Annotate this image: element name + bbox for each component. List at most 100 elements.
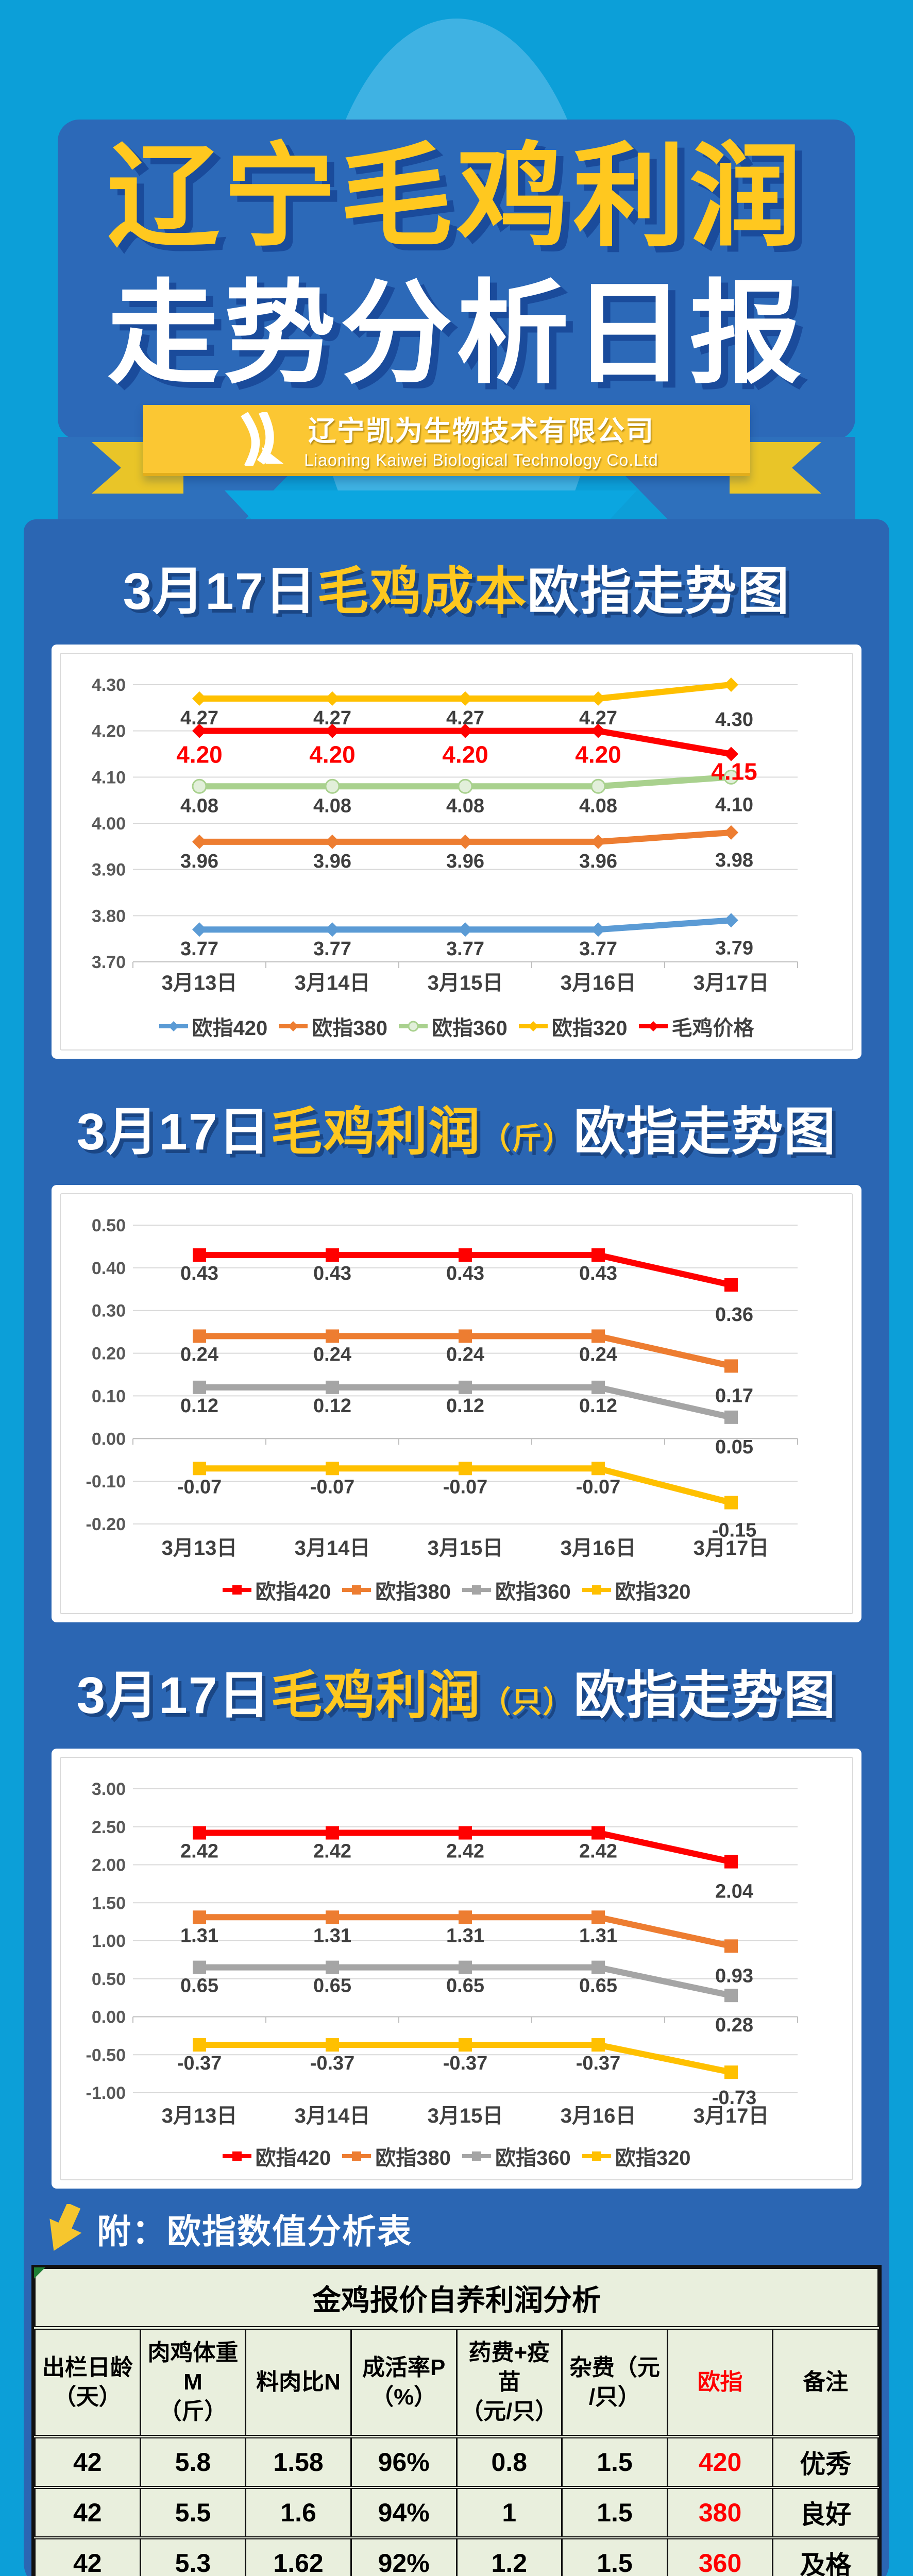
svg-text:4.00: 4.00 (92, 814, 126, 834)
svg-text:0.65: 0.65 (180, 1975, 218, 1997)
legend-item: 欧指360 (462, 1575, 571, 1605)
svg-text:0.65: 0.65 (579, 1975, 617, 1997)
svg-text:-0.07: -0.07 (310, 1476, 355, 1498)
svg-text:0.12: 0.12 (313, 1395, 351, 1417)
legend-marker-icon (342, 1585, 371, 1595)
svg-text:3.70: 3.70 (92, 953, 126, 972)
table-cell: 1.5 (561, 2486, 668, 2539)
legend-marker-icon (222, 2151, 251, 2161)
company-banner: 辽宁凯为生物技术有限公司 Liaoning Kaiwei Biological … (143, 405, 750, 476)
section-title-profit-jin: 3月17日毛鸡利润（斤）欧指走势图 (24, 1090, 889, 1164)
svg-text:0.50: 0.50 (92, 1970, 126, 1989)
table-cell: 及格 (772, 2537, 879, 2576)
svg-text:-0.07: -0.07 (576, 1476, 621, 1498)
svg-text:4.30: 4.30 (92, 675, 126, 695)
svg-text:-0.10: -0.10 (86, 1472, 126, 1492)
svg-text:3.77: 3.77 (180, 938, 218, 960)
svg-text:4.20: 4.20 (442, 741, 488, 768)
svg-text:3.00: 3.00 (92, 1780, 126, 1799)
section-title-part: （只） (481, 1685, 574, 1719)
section-title-profit-bird: 3月17日毛鸡利润（只）欧指走势图 (24, 1653, 889, 1728)
legend-item: 欧指420 (222, 2141, 331, 2171)
svg-text:3月14日: 3月14日 (295, 1537, 370, 1560)
svg-text:-0.37: -0.37 (310, 2053, 355, 2074)
section-title-part: 毛鸡利润 (270, 1667, 481, 1724)
svg-text:0.12: 0.12 (579, 1395, 617, 1417)
svg-text:3月13日: 3月13日 (162, 1537, 238, 1560)
svg-text:3月17日: 3月17日 (694, 972, 769, 994)
chart-frame-profit-bird: 3.00 2.50 2.00 1.50 1.00 0.50 0.00 -0.50 -1.00 3月… (60, 1757, 853, 2180)
svg-text:3月14日: 3月14日 (295, 972, 370, 994)
cost-trend-chart: 4.30 4.20 4.10 4.00 3.90 3.80 3.70 3月13日 3月14日 3月… (92, 675, 798, 994)
svg-text:4.08: 4.08 (313, 795, 351, 817)
page-title-line1: 辽宁毛鸡利润 (107, 134, 806, 260)
svg-text:0.12: 0.12 (180, 1395, 218, 1417)
cost-chart-legend: 欧指420 欧指380 欧指360 欧指320 毛鸡价格 (61, 1009, 852, 1049)
svg-text:3月13日: 3月13日 (162, 972, 238, 994)
svg-text:0.65: 0.65 (446, 1975, 484, 1997)
table-cell: 5.3 (139, 2537, 247, 2576)
svg-text:4.20: 4.20 (176, 741, 223, 768)
legend-marker-icon (342, 2151, 371, 2161)
svg-text:2.42: 2.42 (446, 1841, 484, 1862)
table-cell: 360 (666, 2537, 774, 2576)
table-row: 42 5.8 1.58 96% 0.8 1.5 420 优秀 (34, 2435, 879, 2489)
table-title: 金鸡报价自养利润分析 (34, 2267, 879, 2330)
svg-text:3.96: 3.96 (313, 851, 351, 872)
table-cell: 1.62 (245, 2537, 352, 2576)
svg-text:3.96: 3.96 (180, 851, 218, 872)
svg-text:4.08: 4.08 (180, 795, 218, 817)
legend-item: 欧指320 (518, 1011, 628, 1041)
company-logo-foot (262, 447, 284, 464)
chart-card-profit-jin: 0.50 0.40 0.30 0.20 0.10 0.00 -0.10 -0.20 3月13日 3… (52, 1185, 861, 1622)
legend-item: 欧指420 (159, 1011, 267, 1041)
legend-marker-icon (518, 1021, 548, 1031)
svg-text:0.05: 0.05 (715, 1436, 753, 1458)
profit-analysis-table-wrapper: 金鸡报价自养利润分析 出栏日龄 （天） 肉鸡体重M （斤） 料肉比N 成活率P （%）… (31, 2265, 882, 2576)
legend-marker-icon (159, 1021, 188, 1031)
svg-text:-0.20: -0.20 (86, 1515, 126, 1534)
svg-text:0.12: 0.12 (446, 1395, 484, 1417)
svg-text:2.04: 2.04 (715, 1881, 753, 1903)
svg-text:3.80: 3.80 (92, 906, 126, 926)
legend-label: 欧指320 (551, 1017, 628, 1040)
legend-label: 欧指360 (495, 1581, 571, 1603)
section-title-part: 欧指走势图 (573, 1667, 837, 1724)
legend-item: 欧指360 (462, 2141, 571, 2171)
svg-text:0.28: 0.28 (715, 2014, 753, 2036)
svg-text:-0.37: -0.37 (576, 2053, 621, 2074)
legend-item: 欧指380 (342, 1575, 451, 1605)
svg-text:4.08: 4.08 (579, 795, 617, 817)
svg-text:4.20: 4.20 (309, 741, 356, 768)
section-title-part: 毛鸡利润 (270, 1103, 481, 1161)
table-header-cell: 出栏日龄 （天） (34, 2327, 141, 2438)
section-title-part: 3月17日 (76, 1103, 271, 1161)
svg-text:3月15日: 3月15日 (428, 1537, 503, 1560)
legend-label: 毛鸡价格 (671, 1017, 754, 1040)
svg-text:-0.73: -0.73 (712, 2087, 757, 2109)
legend-marker-icon (462, 1585, 491, 1595)
table-cell: 1.5 (561, 2537, 668, 2576)
table-cell: 0.8 (455, 2435, 563, 2489)
legend-item: 毛鸡价格 (638, 1011, 754, 1041)
yellow-down-arrow-icon (49, 2204, 82, 2251)
svg-text:3月16日: 3月16日 (561, 972, 636, 994)
svg-text:1.31: 1.31 (446, 1925, 484, 1946)
table-header-cell: 料肉比N (245, 2327, 352, 2438)
header-title-card: 辽宁毛鸡利润 走势分析日报 (58, 120, 855, 440)
legend-item: 欧指320 (582, 2141, 691, 2171)
legend-item: 欧指360 (399, 1011, 508, 1041)
svg-text:4.10: 4.10 (92, 768, 126, 787)
svg-text:3月15日: 3月15日 (428, 972, 503, 994)
legend-label: 欧指420 (255, 2147, 331, 2170)
svg-text:-0.37: -0.37 (177, 2053, 222, 2074)
svg-text:2.00: 2.00 (92, 1856, 126, 1875)
chart-card-cost: 4.30 4.20 4.10 4.00 3.90 3.80 3.70 3月13日 3月14日 3月… (52, 645, 861, 1059)
ribbon-under-banner (225, 490, 637, 521)
table-cell: 1 (455, 2486, 563, 2539)
table-title-row: 金鸡报价自养利润分析 (34, 2267, 879, 2330)
svg-text:3.77: 3.77 (579, 938, 617, 960)
legend-label: 欧指420 (255, 1581, 331, 1603)
svg-text:3.79: 3.79 (715, 937, 753, 959)
svg-text:-0.07: -0.07 (177, 1476, 222, 1498)
